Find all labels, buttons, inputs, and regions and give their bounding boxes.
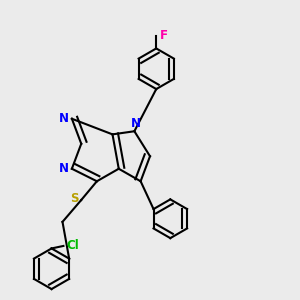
Text: F: F bbox=[160, 29, 168, 42]
Text: N: N bbox=[131, 117, 141, 130]
Text: Cl: Cl bbox=[67, 239, 79, 252]
Text: N: N bbox=[59, 162, 69, 175]
Text: S: S bbox=[70, 192, 79, 205]
Text: N: N bbox=[59, 112, 69, 125]
